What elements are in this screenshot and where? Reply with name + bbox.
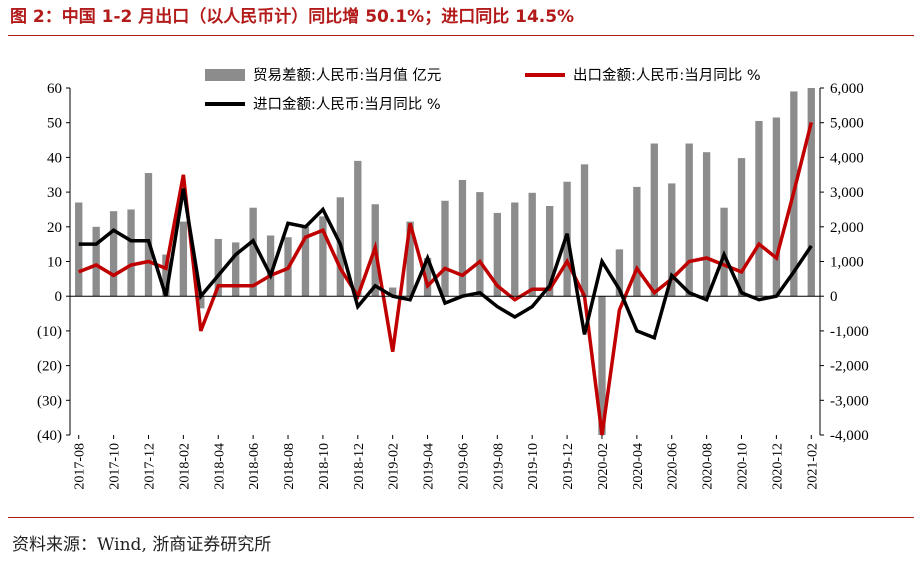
bar-2020-05 xyxy=(650,143,658,297)
x-tick-label: 2019-10 xyxy=(526,443,541,490)
right-tick-label: 0 xyxy=(830,289,838,305)
bar-2020-01 xyxy=(580,164,589,297)
right-tick-label: -2,000 xyxy=(830,359,869,375)
legend-label: 贸易差额:人民币:当月值 亿元 xyxy=(253,67,441,84)
left-tick-label: 50 xyxy=(47,116,62,132)
legend-swatch-bar xyxy=(205,69,245,81)
x-tick-label: 2017-10 xyxy=(108,443,123,490)
x-tick-label: 2020-10 xyxy=(736,443,751,490)
left-tick-label: (30) xyxy=(37,393,62,409)
left-tick-label: (40) xyxy=(37,428,62,444)
bar-2019-11 xyxy=(545,205,554,297)
bar-2018-07 xyxy=(266,235,275,297)
x-tick-label: 2020-02 xyxy=(596,443,611,490)
bar-2020-10 xyxy=(737,158,746,297)
right-tick-label: -1,000 xyxy=(830,324,869,340)
chart-title: 图 2：中国 1-2 月出口（以人民币计）同比增 50.1%；进口同比 14.5… xyxy=(10,7,575,27)
bar-2020-06 xyxy=(668,183,676,297)
bar-2019-03 xyxy=(406,221,414,297)
bar-2020-07 xyxy=(685,143,693,297)
x-tick-label: 2018-06 xyxy=(247,443,262,490)
bar-2018-01 xyxy=(162,254,170,297)
bar-2021-02 xyxy=(807,88,815,297)
left-tick-label: 40 xyxy=(47,150,62,166)
bar-2018-02 xyxy=(179,221,188,297)
left-tick-label: 30 xyxy=(47,185,62,201)
right-tick-label: -3,000 xyxy=(830,393,869,409)
right-tick-label: 4,000 xyxy=(830,150,864,166)
x-tick-label: 2020-06 xyxy=(666,443,681,490)
left-tick-label: 10 xyxy=(47,255,62,271)
right-tick-label: 5,000 xyxy=(830,116,864,132)
x-tick-label: 2020-12 xyxy=(770,443,785,490)
left-tick-label: 0 xyxy=(55,289,63,305)
bar-2019-09 xyxy=(511,202,519,297)
export-yoy-line xyxy=(78,121,813,436)
x-tick-label: 2018-10 xyxy=(317,443,332,490)
bar-2020-12 xyxy=(772,117,781,297)
x-tick-label: 2017-12 xyxy=(142,443,157,490)
x-tick-label: 2018-02 xyxy=(177,443,192,490)
x-tick-label: 2017-08 xyxy=(73,443,88,490)
bar-2020-11 xyxy=(755,120,763,297)
source-note: 资料来源：Wind, 浙商证券研究所 xyxy=(12,535,272,555)
bar-2019-02 xyxy=(389,287,397,297)
bar-2018-09 xyxy=(301,226,310,297)
bar-2017-09 xyxy=(92,226,100,297)
right-tick-label: 3,000 xyxy=(830,185,864,201)
bar-2018-12 xyxy=(354,160,362,297)
bar-2017-12 xyxy=(144,173,153,297)
x-tick-label: 2019-08 xyxy=(491,443,506,490)
chart-axes: 60 50 40 30 20 10 0 (10) (20) (30) (40) 6,000 5,000 4… xyxy=(37,81,869,490)
x-tick-label: 2021-02 xyxy=(805,443,820,490)
bar-2020-08 xyxy=(702,152,711,297)
right-tick-label: -4,000 xyxy=(830,428,869,444)
bar-2017-10 xyxy=(109,211,118,297)
bar-2017-08 xyxy=(75,202,83,297)
bar-2019-07 xyxy=(476,192,484,297)
x-tick-label: 2020-04 xyxy=(631,443,646,490)
bar-2019-08 xyxy=(493,212,501,297)
x-tick-label: 2019-12 xyxy=(561,443,576,490)
bar-2020-02 xyxy=(598,296,606,435)
bar-2018-05 xyxy=(232,242,240,297)
top-rule xyxy=(8,35,914,36)
bar-2018-10 xyxy=(319,216,327,297)
bar-2018-04 xyxy=(214,238,222,297)
bar-2019-05 xyxy=(441,200,449,297)
left-tick-label: 60 xyxy=(47,81,62,97)
left-tick-label: (20) xyxy=(37,359,62,375)
x-tick-label: 2018-04 xyxy=(212,443,227,490)
bar-2018-03 xyxy=(197,296,205,309)
bar-2020-03 xyxy=(615,249,624,297)
right-tick-label: 2,000 xyxy=(830,220,864,236)
x-tick-label: 2019-06 xyxy=(456,443,471,490)
x-tick-label: 2019-04 xyxy=(422,443,437,490)
right-tick-label: 6,000 xyxy=(830,81,864,97)
bar-series-trade-balance xyxy=(75,88,815,435)
legend-label: 出口金额:人民币:当月同比 % xyxy=(573,67,761,84)
bottom-rule xyxy=(8,517,914,518)
bar-2020-04 xyxy=(633,186,641,297)
left-tick-label: 20 xyxy=(47,220,62,236)
x-tick-label: 2019-02 xyxy=(387,443,402,490)
chart-legend: 贸易差额:人民币:当月值 亿元 出口金额:人民币:当月同比 % 进口金额:人民币:当… xyxy=(205,67,761,113)
bar-2019-04 xyxy=(423,258,432,297)
left-tick-label: (10) xyxy=(37,324,62,340)
bar-2019-06 xyxy=(458,179,467,297)
bar-2018-06 xyxy=(249,207,257,297)
x-tick-label: 2018-12 xyxy=(352,443,367,490)
x-tick-label: 2018-08 xyxy=(282,443,297,490)
x-tick-label: 2020-08 xyxy=(701,443,716,490)
bar-2019-10 xyxy=(528,192,536,297)
legend-label: 进口金额:人民币:当月同比 % xyxy=(253,96,441,113)
bar-2017-11 xyxy=(127,209,135,297)
right-tick-label: 1,000 xyxy=(830,255,864,271)
